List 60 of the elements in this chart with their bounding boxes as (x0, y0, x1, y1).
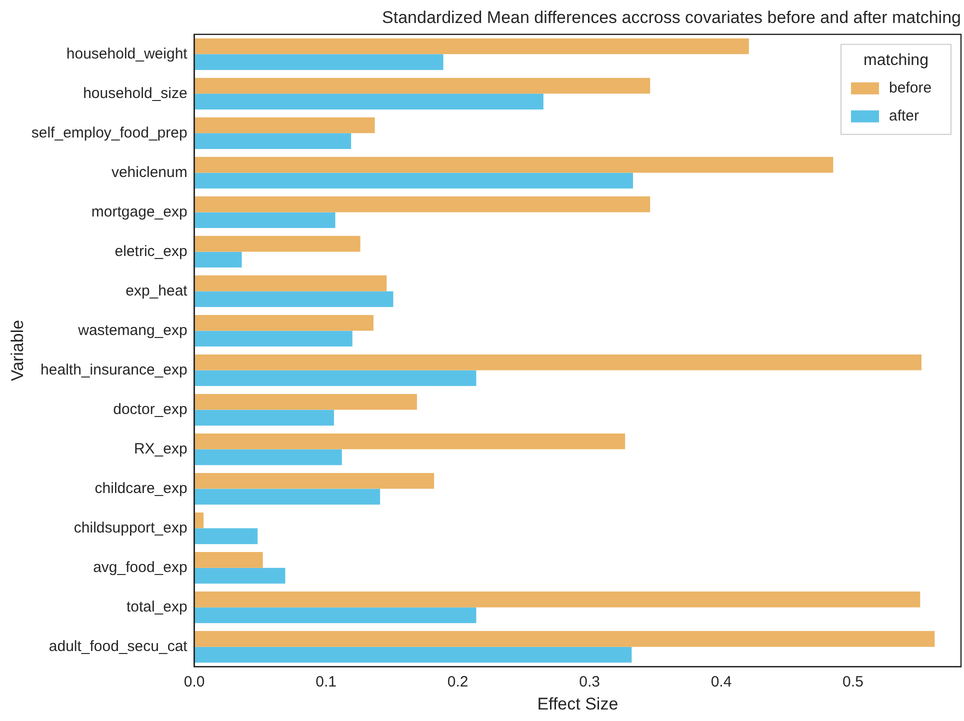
y-tick-label: household_size (83, 84, 188, 102)
bar (194, 236, 360, 252)
legend-label: after (889, 108, 920, 125)
legend-label: before (889, 80, 932, 97)
bar (194, 117, 375, 134)
bar (194, 433, 626, 450)
bar (194, 631, 935, 647)
y-tick-label: RX_exp (134, 440, 188, 458)
bar (194, 512, 204, 528)
chart-title: Standardized Mean differences accross covariates before and after matching (382, 8, 961, 27)
y-tick-label: health_insurance_exp (40, 361, 188, 378)
bar (194, 252, 242, 268)
y-tick-label: household_weight (66, 45, 188, 62)
bar (194, 592, 920, 608)
y-tick-label: vehiclenum (111, 164, 188, 181)
y-axis-title: Variable (8, 320, 27, 382)
y-tick-label: childcare_exp (94, 480, 188, 497)
bar (194, 156, 834, 173)
bar (194, 133, 352, 149)
bar (194, 370, 476, 386)
bar (194, 488, 380, 505)
y-tick-label: wastemang_exp (77, 322, 188, 339)
y-tick-label: self_employ_food_prep (31, 124, 188, 142)
bar (194, 449, 342, 466)
bar (194, 354, 922, 370)
bar (194, 196, 650, 212)
legend-title: matching (864, 52, 928, 69)
x-tick-label: 0.2 (447, 674, 468, 691)
x-tick-label: 0.3 (579, 674, 600, 691)
bar (194, 472, 434, 489)
bar (194, 275, 387, 292)
y-tick-label: childsupport_exp (74, 519, 188, 536)
y-tick-label: exp_heat (126, 282, 188, 300)
bar (194, 607, 476, 624)
y-tick-label: adult_food_secu_cat (48, 638, 188, 655)
bar (194, 54, 444, 70)
y-tick-label: total_exp (126, 598, 188, 616)
bar (194, 552, 263, 568)
bar (194, 94, 544, 110)
bar (194, 172, 633, 188)
bar (194, 568, 286, 584)
y-tick-label: doctor_exp (113, 400, 188, 418)
bar (194, 646, 632, 663)
bar (194, 291, 394, 308)
bar (194, 38, 749, 54)
bar (194, 410, 334, 426)
bar (194, 330, 352, 347)
y-tick-label: eletric_exp (114, 242, 188, 260)
x-tick-label: 0.5 (842, 674, 864, 691)
bar (194, 212, 336, 228)
bar (194, 78, 650, 94)
bar (194, 314, 374, 331)
y-tick-label: mortgage_exp (91, 203, 188, 220)
x-tick-label: 0.1 (316, 674, 336, 691)
x-axis-title: Effect Size (537, 694, 618, 714)
bar (194, 528, 258, 544)
y-tick-label: avg_food_exp (93, 558, 188, 576)
x-tick-label: 0.4 (710, 674, 732, 691)
x-tick-label: 0.0 (184, 674, 205, 691)
bar (194, 394, 417, 410)
